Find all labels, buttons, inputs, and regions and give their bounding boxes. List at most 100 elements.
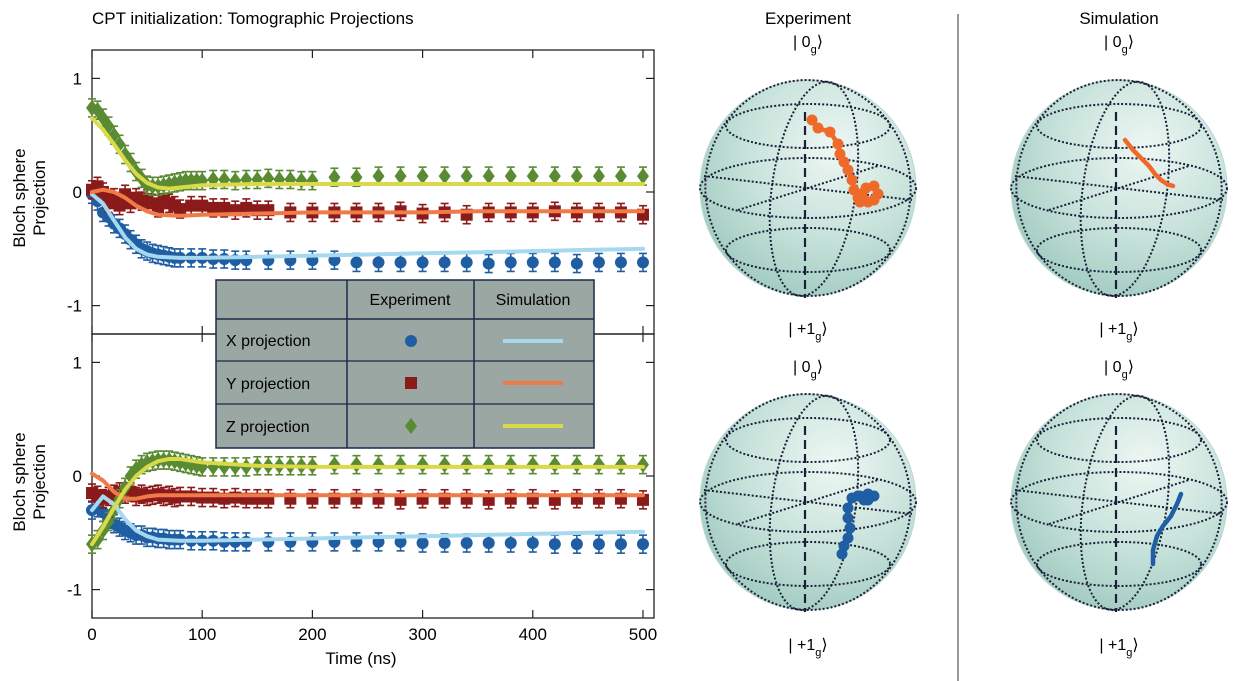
data-point xyxy=(328,169,341,186)
data-point xyxy=(526,537,539,550)
data-point xyxy=(438,256,451,269)
y-tick-label: 1 xyxy=(73,69,82,88)
data-point xyxy=(438,537,451,550)
latitude-ring xyxy=(725,227,891,273)
data-point xyxy=(636,256,649,269)
data-point xyxy=(570,167,583,185)
ket-subscript: g xyxy=(811,44,817,56)
x-tick-label: 200 xyxy=(298,625,326,644)
data-point xyxy=(306,172,319,189)
data-point xyxy=(218,201,231,214)
ket-bottom-label: | +1g⟩ xyxy=(1099,321,1138,343)
bloch-sphere-experiment xyxy=(699,393,917,612)
latitude-ring xyxy=(1036,417,1202,463)
ket-bottom-label: | +1g⟩ xyxy=(788,637,827,659)
data-point xyxy=(438,167,451,185)
trajectory-point xyxy=(824,126,836,138)
data-point xyxy=(416,167,429,185)
data-point xyxy=(526,456,539,473)
latitude-ring xyxy=(725,541,891,587)
ket-subscript: g xyxy=(1126,331,1132,343)
data-point xyxy=(592,538,605,551)
axis-line xyxy=(1048,165,1190,211)
ket-subscript: g xyxy=(815,331,821,343)
ket-close: ⟩ xyxy=(1128,34,1134,51)
ket-symbol: +1 xyxy=(1108,637,1126,654)
ket-close: ⟩ xyxy=(1132,637,1138,654)
data-point xyxy=(350,256,363,269)
data-point xyxy=(614,256,627,269)
legend-label-x: X projection xyxy=(226,333,311,350)
ket-top-label: | 0g⟩ xyxy=(793,34,823,56)
ket-bar: | xyxy=(1099,321,1108,338)
data-point xyxy=(548,256,561,269)
bloch-spheres: | 0g⟩| +1g⟩| 0g⟩| +1g⟩| 0g⟩| +1g⟩| 0g⟩| … xyxy=(699,34,1228,659)
legend-marks xyxy=(405,335,563,435)
y-tick-label: 0 xyxy=(73,467,82,486)
data-point xyxy=(350,456,363,473)
trajectory-point xyxy=(812,122,824,134)
trajectory-point xyxy=(842,512,854,524)
y-axis-label-bottom: Bloch sphere Projection xyxy=(10,432,49,531)
ket-close: ⟩ xyxy=(1128,359,1134,376)
data-point xyxy=(113,199,126,212)
ket-bar: | xyxy=(1104,359,1113,376)
ket-bottom-label: | +1g⟩ xyxy=(788,321,827,343)
trajectory-point xyxy=(854,196,866,208)
series-x-projection-simulation-line xyxy=(90,494,645,543)
data-point xyxy=(504,167,517,185)
data-point xyxy=(636,538,649,551)
data-point xyxy=(636,167,649,185)
data-point xyxy=(185,199,198,212)
data-point xyxy=(207,201,220,214)
meridian-ring xyxy=(1015,393,1223,611)
data-point xyxy=(460,456,473,473)
ket-symbol: +1 xyxy=(797,637,815,654)
x-tick-label: 0 xyxy=(87,625,96,644)
data-point xyxy=(482,167,495,185)
ket-symbol: 0 xyxy=(1113,34,1122,51)
data-point xyxy=(460,537,473,550)
data-point xyxy=(328,456,341,473)
data-point xyxy=(152,201,165,214)
axis-line xyxy=(737,479,879,525)
data-point xyxy=(416,456,429,473)
equator-ring xyxy=(699,157,917,219)
chart-title: CPT initialization: Tomographic Projecti… xyxy=(92,9,414,28)
x-tick-label: 100 xyxy=(188,625,216,644)
data-point xyxy=(548,456,561,473)
x-tick-label: 400 xyxy=(519,625,547,644)
meridian-ring xyxy=(704,393,912,611)
trajectory-point xyxy=(842,164,854,176)
trajectory-line xyxy=(1122,137,1176,189)
data-point xyxy=(394,456,407,473)
y-tick-label: -1 xyxy=(67,581,82,600)
trajectory-point xyxy=(832,138,844,150)
latitude-ring xyxy=(1036,227,1202,273)
ket-symbol: +1 xyxy=(1108,321,1126,338)
trajectory-point xyxy=(844,522,856,534)
ket-subscript: g xyxy=(811,369,817,381)
data-point xyxy=(124,154,137,171)
bloch-sphere-simulation xyxy=(1010,79,1228,298)
y-axis-label-top-line1: Bloch sphere xyxy=(10,148,29,247)
series-x-projection-experiment xyxy=(86,498,649,554)
data-point xyxy=(295,172,308,189)
ket-subscript: g xyxy=(1126,647,1132,659)
ket-bar: | xyxy=(1104,34,1113,51)
data-point xyxy=(570,538,583,551)
y-tick-label: 1 xyxy=(73,353,82,372)
y-axis-label-bottom-line1: Bloch sphere xyxy=(10,432,29,531)
data-point xyxy=(592,167,605,185)
data-point xyxy=(229,458,242,476)
legend-header-experiment: Experiment xyxy=(370,292,451,309)
bloch-column-title-simulation: Simulation xyxy=(1079,9,1158,28)
latitude-ring xyxy=(725,417,891,463)
bloch-sphere-experiment xyxy=(699,79,917,298)
legend-marker-z-projection xyxy=(405,417,417,435)
data-point xyxy=(482,456,495,473)
data-point xyxy=(416,537,429,550)
ket-close: ⟩ xyxy=(817,359,823,376)
data-point xyxy=(240,201,253,214)
